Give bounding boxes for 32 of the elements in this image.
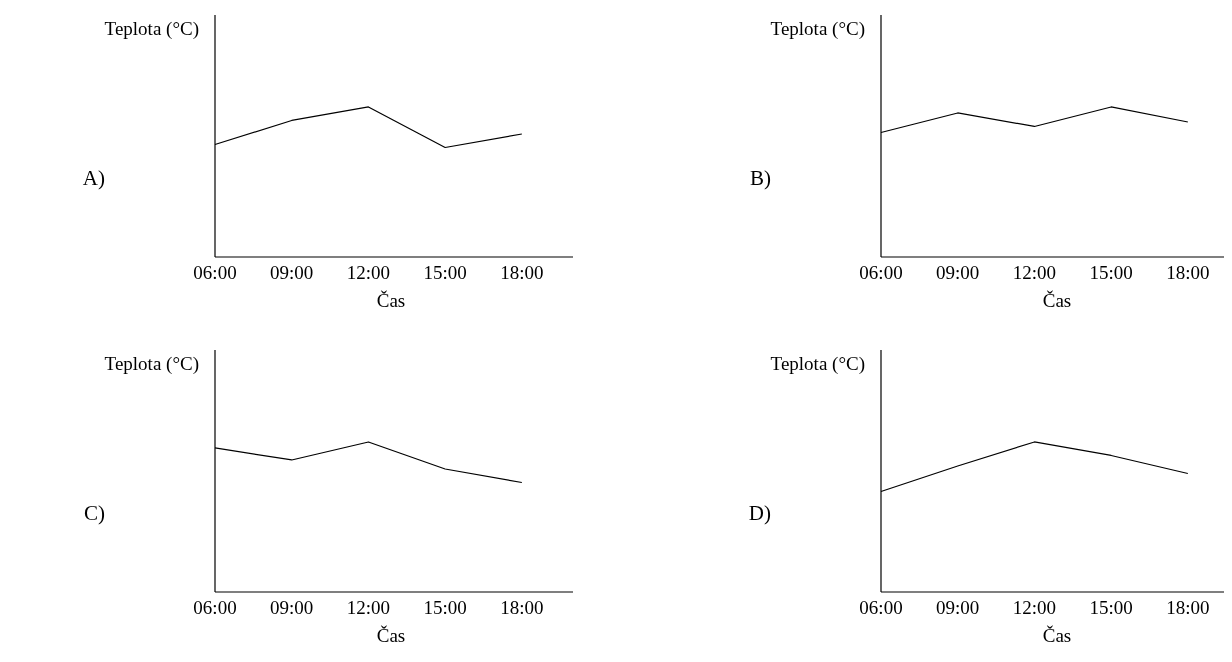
x-tick-label: 15:00 (1089, 597, 1133, 618)
text: B) (750, 166, 772, 190)
x-tick-label: 09:00 (936, 597, 980, 618)
x-axis-title: Čas (1042, 625, 1072, 646)
x-tick-label: 12:00 (1012, 597, 1057, 618)
x-tick-label: 18:00 (500, 262, 544, 283)
x-tick-label: 15:00 (1089, 262, 1133, 283)
x-tick-label: 09:00 (270, 262, 314, 283)
y-axis-title: Teplota (°C) (104, 353, 199, 375)
y-axis-title: Teplota (°C) (770, 353, 865, 375)
x-tick-label: 12:00 (1012, 262, 1057, 283)
x-tick-label: 18:00 (1166, 262, 1210, 283)
x-tick-label: 15:00 (423, 597, 467, 618)
text: C) (84, 501, 106, 525)
x-axis-title: Čas (376, 290, 406, 311)
x-axis-title: Čas (376, 625, 406, 646)
x-tick-label: 06:00 (859, 262, 903, 283)
text: D) (748, 501, 771, 525)
x-tick-label: 06:00 (193, 262, 237, 283)
x-tick-label: 18:00 (1166, 597, 1210, 618)
x-tick-label: 09:00 (936, 262, 980, 283)
x-tick-label: 06:00 (859, 597, 903, 618)
y-axis-title: Teplota (°C) (104, 18, 199, 40)
x-tick-label: 12:00 (346, 262, 391, 283)
text: A) (82, 166, 105, 190)
x-tick-label: 09:00 (270, 597, 314, 618)
x-tick-label: 06:00 (193, 597, 237, 618)
y-axis-title: Teplota (°C) (770, 18, 865, 40)
x-tick-label: 15:00 (423, 262, 467, 283)
x-tick-label: 18:00 (500, 597, 544, 618)
x-tick-label: 12:00 (346, 597, 391, 618)
x-axis-title: Čas (1042, 290, 1072, 311)
